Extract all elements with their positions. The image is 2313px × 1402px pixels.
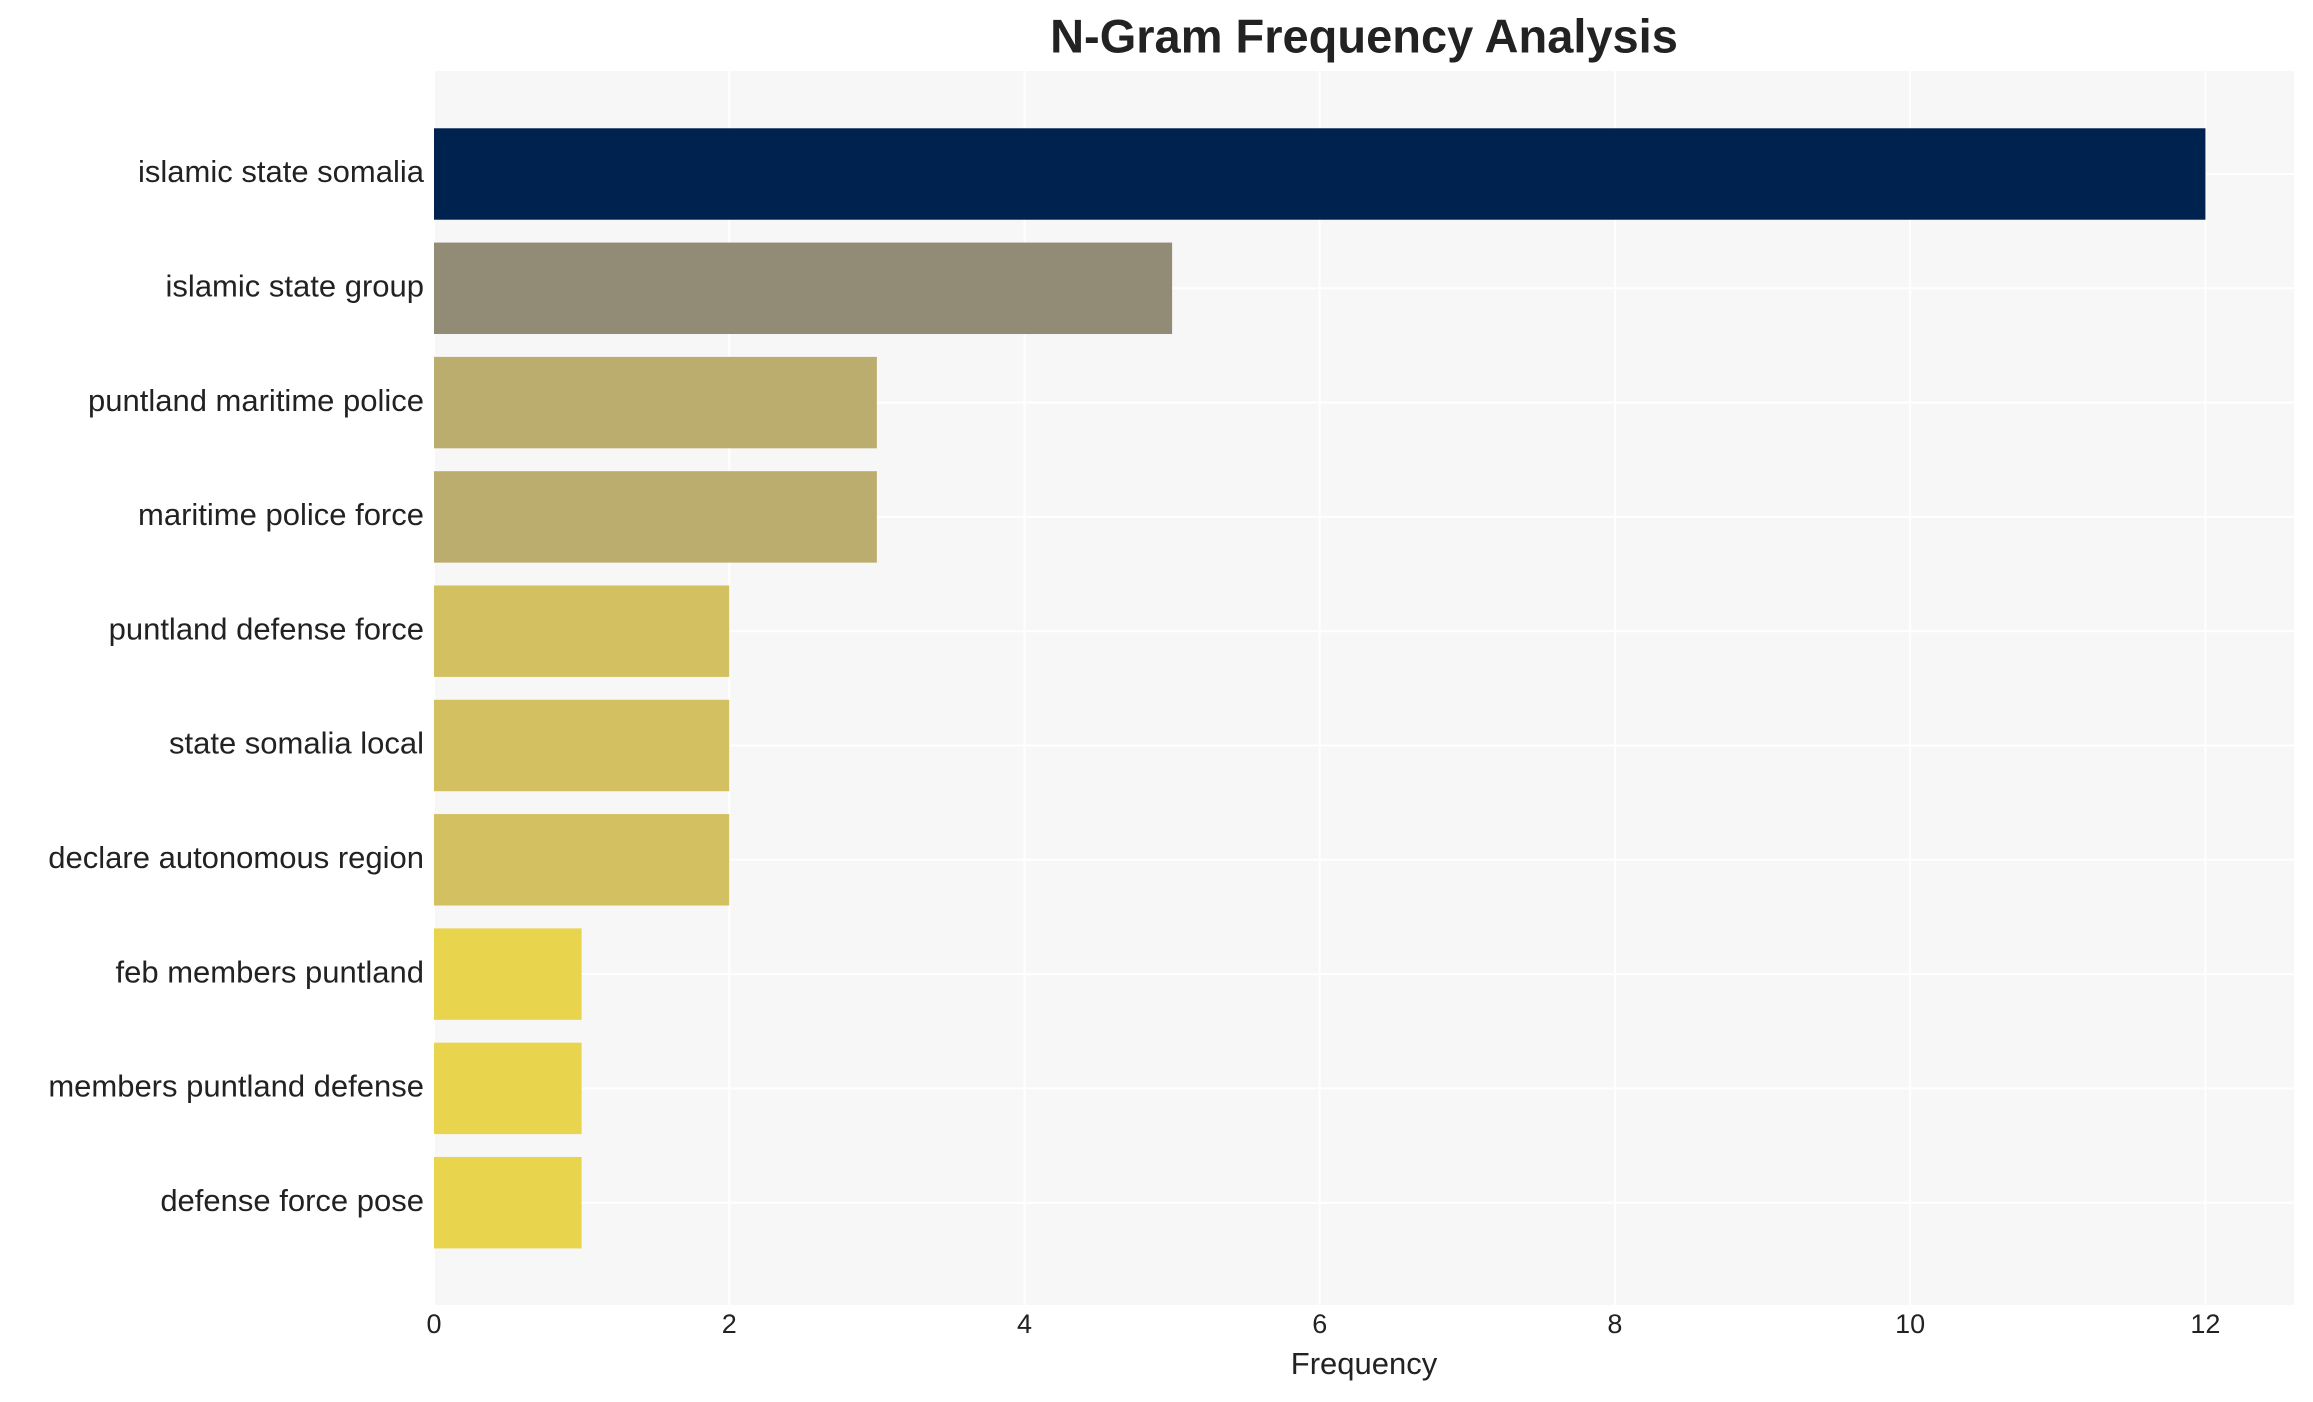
y-tick-label: islamic state somalia — [138, 154, 425, 189]
bar — [434, 471, 877, 563]
bar — [434, 699, 730, 792]
x-tick-label: 12 — [2190, 1309, 2220, 1339]
bar — [434, 1042, 582, 1135]
x-tick-label: 10 — [1895, 1309, 1925, 1339]
x-tick-label: 0 — [426, 1309, 441, 1339]
y-tick-label: declare autonomous region — [48, 840, 424, 875]
bar — [434, 928, 582, 1020]
y-tick-label: maritime police force — [138, 497, 424, 532]
y-tick-label: islamic state group — [166, 268, 424, 303]
bar — [434, 128, 2206, 220]
bar — [434, 814, 730, 906]
chart-title: N-Gram Frequency Analysis — [1050, 9, 1678, 62]
x-axis-label: Frequency — [1291, 1346, 1438, 1381]
x-tick-label: 4 — [1017, 1309, 1032, 1339]
y-tick-label: puntland maritime police — [88, 383, 424, 418]
y-tick-label: state somalia local — [169, 726, 424, 761]
y-tick-label: feb members puntland — [116, 954, 424, 989]
x-tick-label: 6 — [1312, 1309, 1327, 1339]
x-tick-label: 8 — [1607, 1309, 1622, 1339]
bar — [434, 242, 1173, 335]
x-tick-label: 2 — [722, 1309, 737, 1339]
bar — [434, 585, 730, 677]
bar — [434, 1156, 582, 1249]
y-tick-label: defense force pose — [160, 1183, 424, 1218]
y-tick-label: members puntland defense — [48, 1069, 424, 1104]
bar — [434, 356, 877, 449]
y-tick-label: puntland defense force — [109, 611, 424, 646]
